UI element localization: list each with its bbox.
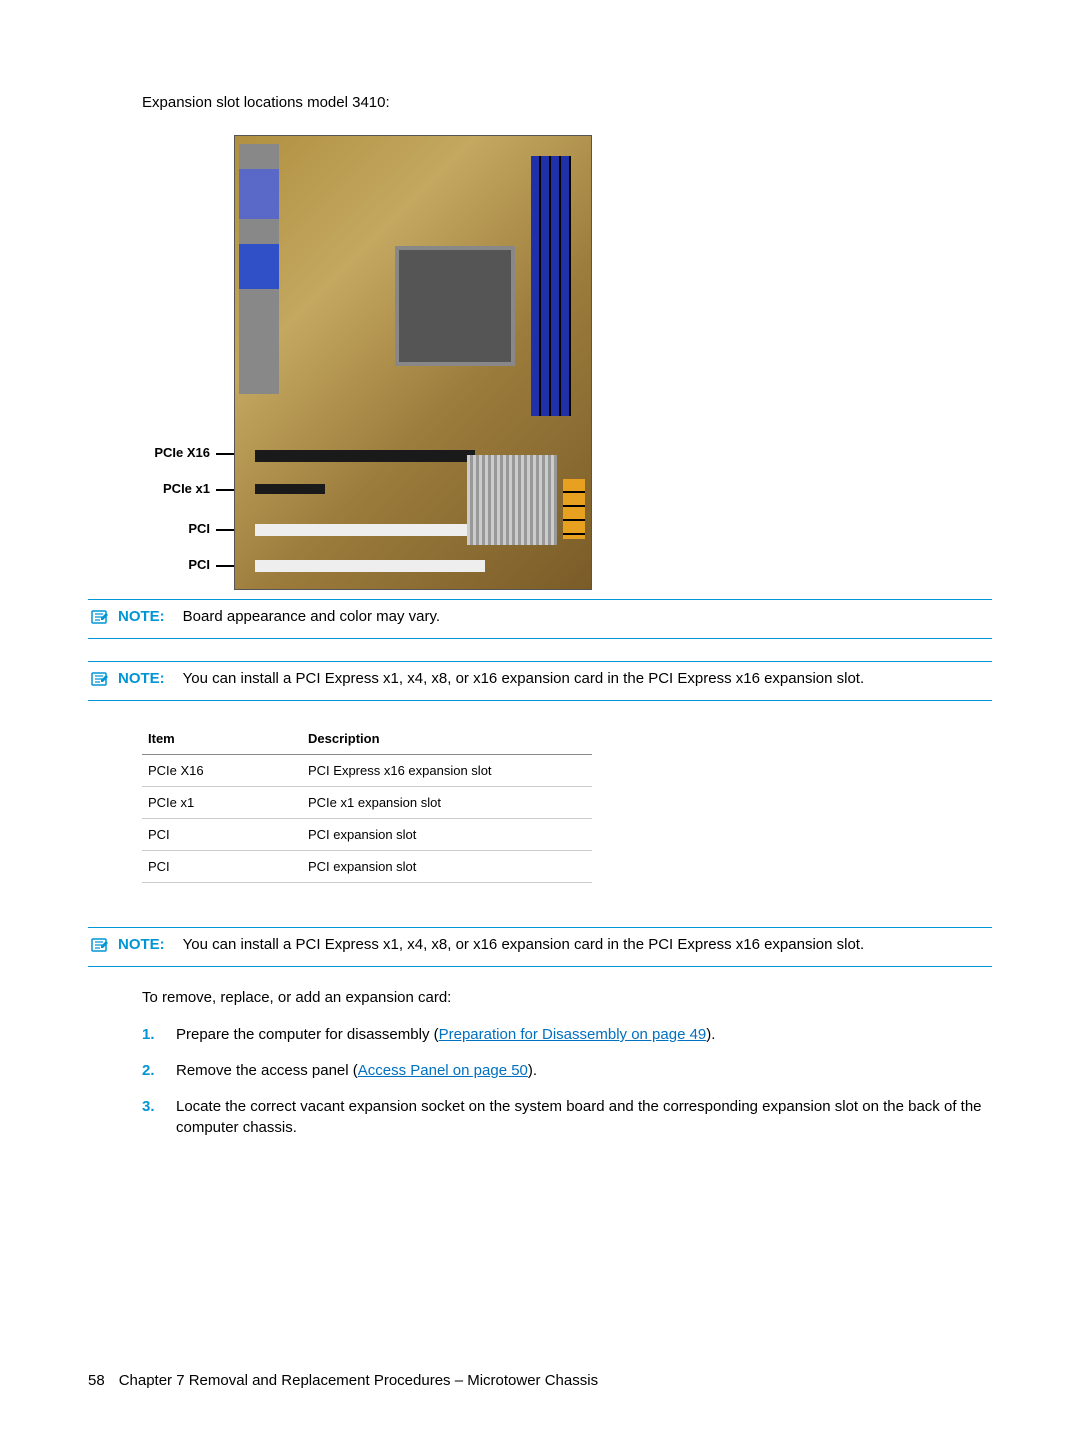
note-label: NOTE: [118,670,165,687]
table-row: PCIPCI expansion slot [142,819,592,851]
step-text: ). [528,1062,537,1079]
table-row: PCIe X16PCI Express x16 expansion slot [142,755,592,787]
chapter-title: Chapter 7 Removal and Replacement Proced… [119,1372,598,1389]
cell-item: PCIe x1 [142,787,302,819]
cell-item: PCI [142,851,302,883]
note-text: You can install a PCI Express x1, x4, x8… [183,670,864,687]
step-text: Prepare the computer for disassembly ( [176,1026,439,1043]
step-3: Locate the correct vacant expansion sock… [142,1096,992,1140]
note-block-1: NOTE: Board appearance and color may vary… [88,599,992,639]
slot-label: PCIe x1 [163,481,234,496]
note-icon [88,669,112,692]
note-block-2: NOTE: You can install a PCI Express x1, x… [88,661,992,701]
slot-label: PCI [188,521,234,536]
expansion-slots-table: Item Description PCIe X16PCI Express x16… [142,723,592,883]
table-row: PCIPCI expansion slot [142,851,592,883]
note-label: NOTE: [118,608,165,625]
step-2: Remove the access panel (Access Panel on… [142,1060,992,1082]
xref-preparation[interactable]: Preparation for Disassembly on page 49 [439,1026,707,1043]
motherboard-figure: PCIe X16 PCIe x1 PCI PCI [142,135,592,593]
step-1: Prepare the computer for disassembly (Pr… [142,1024,992,1046]
table-header-item: Item [142,723,302,755]
note-text: You can install a PCI Express x1, x4, x8… [183,936,864,953]
section-heading: Expansion slot locations model 3410: [142,94,992,111]
step-text: Locate the correct vacant expansion sock… [176,1098,982,1137]
cell-item: PCI [142,819,302,851]
slot-label: PCIe X16 [154,445,234,460]
note-text: Board appearance and color may vary. [183,608,440,625]
table-header-desc: Description [302,723,592,755]
slot-label: PCI [188,557,234,572]
page-number: 58 [88,1372,105,1389]
cell-desc: PCI expansion slot [302,819,592,851]
procedure-steps: Prepare the computer for disassembly (Pr… [142,1024,992,1139]
procedure-intro: To remove, replace, or add an expansion … [142,989,992,1006]
step-text: Remove the access panel ( [176,1062,358,1079]
note-label: NOTE: [118,936,165,953]
note-icon [88,607,112,630]
page-footer: 58 Chapter 7 Removal and Replacement Proc… [88,1372,598,1389]
note-block-3: NOTE: You can install a PCI Express x1, x… [88,927,992,967]
table-row: PCIe x1PCIe x1 expansion slot [142,787,592,819]
xref-access-panel[interactable]: Access Panel on page 50 [358,1062,528,1079]
note-icon [88,935,112,958]
step-text: ). [706,1026,715,1043]
cell-desc: PCI expansion slot [302,851,592,883]
motherboard-image [234,135,592,590]
cell-desc: PCI Express x16 expansion slot [302,755,592,787]
cell-item: PCIe X16 [142,755,302,787]
cell-desc: PCIe x1 expansion slot [302,787,592,819]
